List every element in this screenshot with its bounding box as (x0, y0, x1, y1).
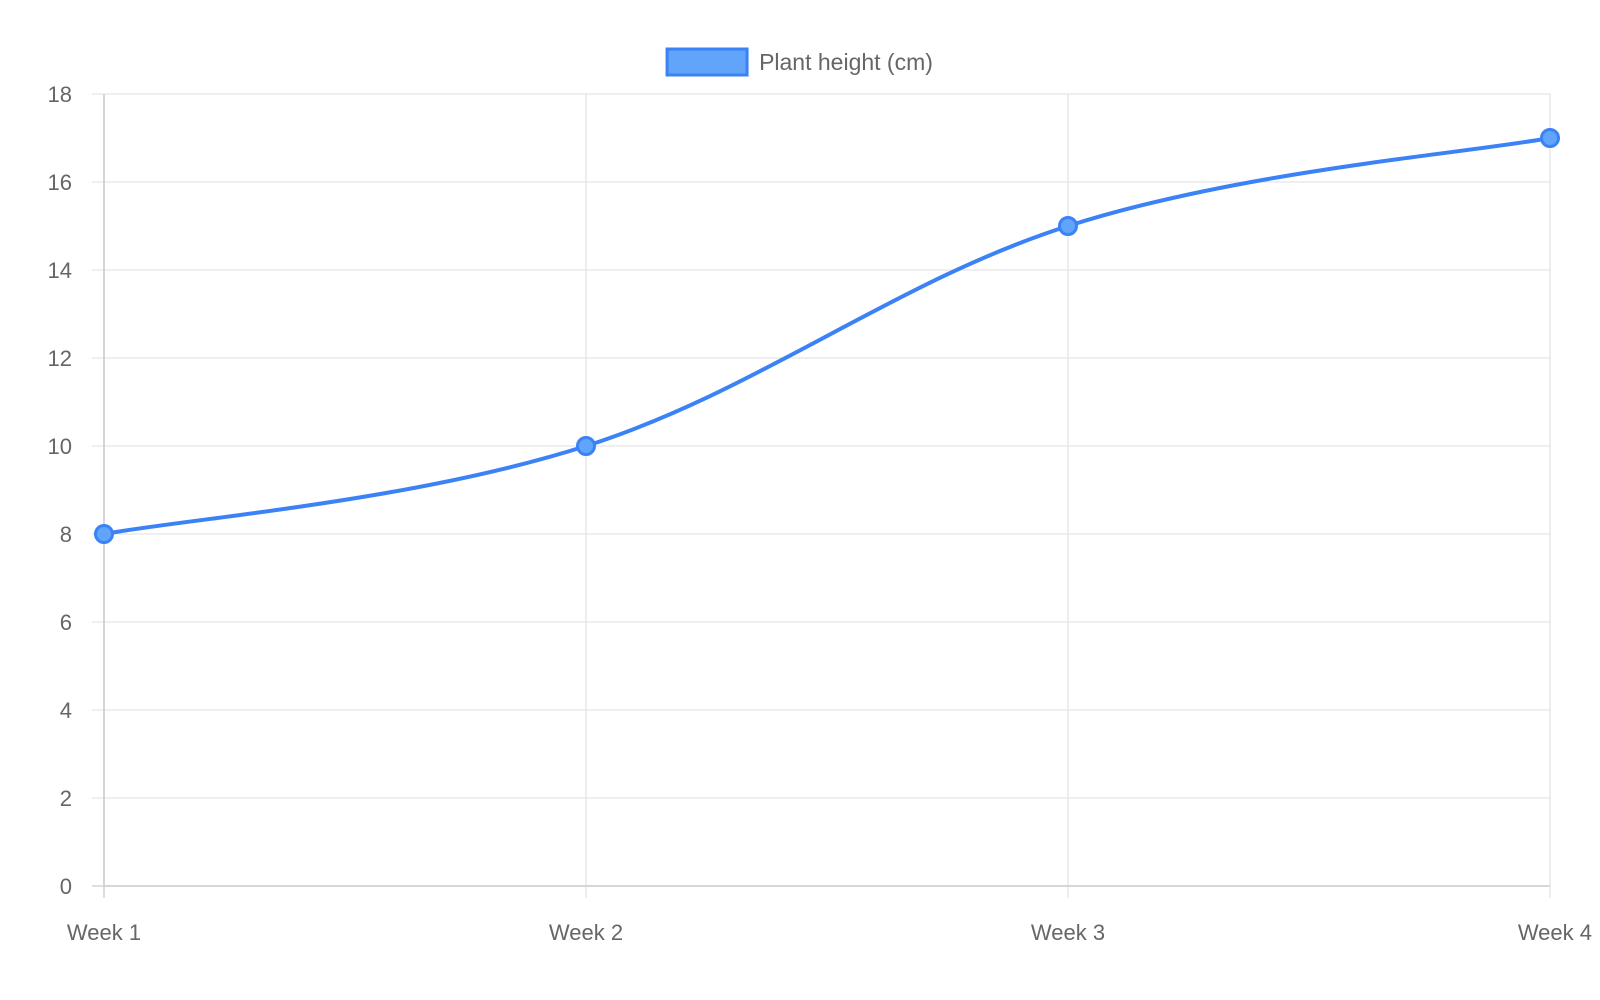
data-point[interactable] (1058, 216, 1078, 236)
y-tick-label: 0 (60, 874, 72, 899)
x-tick-label: Week 3 (1031, 920, 1105, 945)
y-tick-label: 10 (48, 434, 72, 459)
points-layer (94, 128, 1560, 544)
axes (103, 94, 1550, 887)
y-gridlines (92, 93, 1550, 887)
legend-label: Plant height (cm) (759, 49, 933, 75)
x-tick-label: Week 1 (67, 920, 141, 945)
y-tick-label: 6 (60, 610, 72, 635)
series-layer (102, 136, 1552, 536)
x-tick-label: Week 4 (1518, 920, 1592, 945)
x-tick-label: Week 2 (549, 920, 623, 945)
y-tick-label: 14 (48, 258, 72, 283)
legend[interactable]: Plant height (cm) (665, 47, 933, 77)
y-tick-label: 8 (60, 522, 72, 547)
data-point[interactable] (94, 524, 114, 544)
y-tick-label: 4 (60, 698, 72, 723)
data-point[interactable] (576, 436, 596, 456)
legend-swatch (665, 47, 749, 77)
series-line (102, 136, 1552, 536)
y-tick-label: 2 (60, 786, 72, 811)
x-gridlines (103, 94, 1551, 898)
y-tick-label: 12 (48, 346, 72, 371)
x-axis-ticks: Week 1 Week 2 Week 3 Week 4 (67, 920, 1592, 945)
y-axis-ticks: 0 2 4 6 8 10 12 14 16 18 (48, 82, 72, 899)
y-tick-label: 18 (48, 82, 72, 107)
y-tick-label: 16 (48, 170, 72, 195)
data-point[interactable] (1540, 128, 1560, 148)
